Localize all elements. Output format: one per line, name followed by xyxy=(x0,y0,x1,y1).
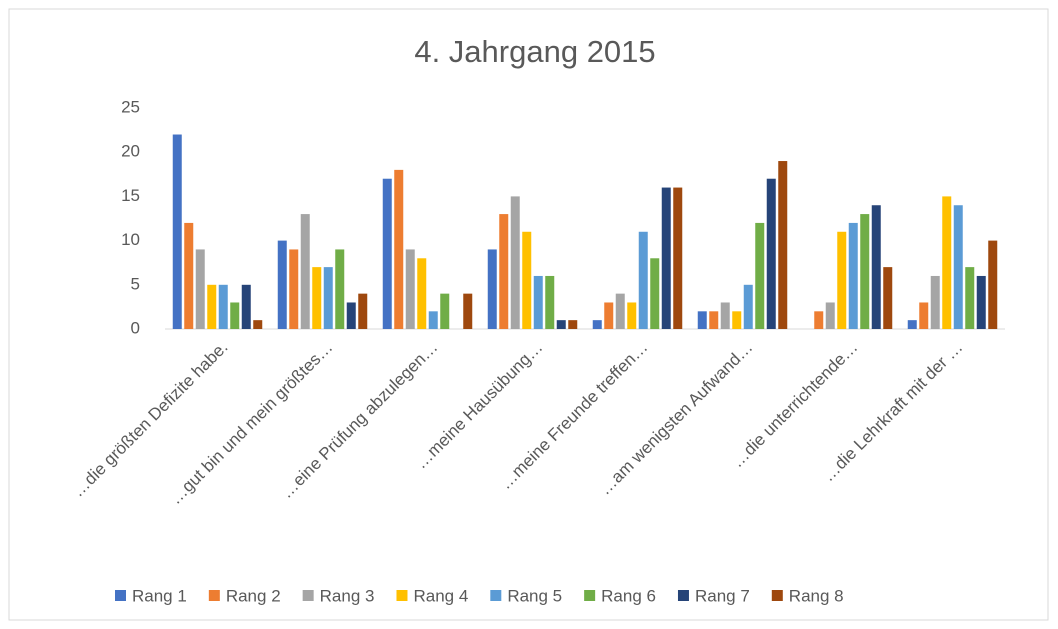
bar xyxy=(241,284,251,329)
bar xyxy=(533,275,543,329)
bar xyxy=(312,267,322,329)
legend-swatch xyxy=(771,590,783,601)
legend-label: Rang 4 xyxy=(413,586,468,605)
y-tick-label: 10 xyxy=(121,230,140,249)
bar xyxy=(953,205,963,329)
bar xyxy=(837,231,847,329)
bar xyxy=(417,258,427,329)
bar xyxy=(860,214,870,329)
bar xyxy=(289,249,299,329)
bar xyxy=(743,284,753,329)
legend-label: Rang 1 xyxy=(132,586,187,605)
bar xyxy=(522,231,532,329)
bar xyxy=(300,214,310,329)
bar xyxy=(440,293,450,329)
bar xyxy=(428,311,438,329)
legend-label: Rang 5 xyxy=(507,586,562,605)
legend-label: Rang 2 xyxy=(226,586,281,605)
bar xyxy=(778,161,788,329)
legend-swatch xyxy=(584,590,596,601)
y-tick-label: 25 xyxy=(121,97,140,116)
bar xyxy=(335,249,345,329)
bar xyxy=(673,187,683,329)
bar xyxy=(848,222,858,329)
legend-label: Rang 6 xyxy=(601,586,656,605)
bar xyxy=(755,222,765,329)
y-tick-label: 0 xyxy=(131,318,140,337)
bar xyxy=(615,293,625,329)
bar xyxy=(930,275,940,329)
legend-swatch xyxy=(490,590,502,601)
bar xyxy=(405,249,415,329)
bar xyxy=(172,134,182,329)
bar xyxy=(207,284,217,329)
bar xyxy=(184,222,194,329)
legend-swatch xyxy=(677,590,689,601)
bar xyxy=(976,275,986,329)
legend-swatch xyxy=(396,590,408,601)
bar xyxy=(382,178,392,329)
bar xyxy=(556,320,566,329)
bar xyxy=(638,231,648,329)
bar xyxy=(907,320,917,329)
bar xyxy=(230,302,240,329)
y-tick-label: 20 xyxy=(121,142,140,161)
legend-swatch xyxy=(302,590,314,601)
y-tick-label: 15 xyxy=(121,186,140,205)
legend-swatch xyxy=(208,590,220,601)
bar xyxy=(394,169,404,329)
bar xyxy=(814,311,824,329)
bar xyxy=(277,240,287,329)
bar xyxy=(463,293,473,329)
bar xyxy=(487,249,497,329)
bar xyxy=(988,240,998,329)
legend-label: Rang 8 xyxy=(789,586,844,605)
legend-swatch xyxy=(115,590,126,601)
bar xyxy=(499,214,509,329)
bar xyxy=(592,320,602,329)
bar xyxy=(627,302,637,329)
bar xyxy=(358,293,368,329)
bar xyxy=(346,302,356,329)
bar xyxy=(825,302,835,329)
bar xyxy=(650,258,660,329)
bar xyxy=(195,249,205,329)
y-tick-label: 5 xyxy=(131,274,140,293)
bar xyxy=(965,267,975,329)
bar xyxy=(604,302,614,329)
bar xyxy=(871,205,881,329)
bar xyxy=(720,302,730,329)
bar xyxy=(766,178,776,329)
bar xyxy=(545,275,555,329)
bar xyxy=(709,311,719,329)
bar xyxy=(568,320,578,329)
legend-label: Rang 3 xyxy=(320,586,375,605)
bar xyxy=(697,311,707,329)
bar xyxy=(919,302,929,329)
bar xyxy=(323,267,333,329)
bar xyxy=(883,267,893,329)
bar xyxy=(942,196,952,329)
chart-title: 4. Jahrgang 2015 xyxy=(414,34,655,69)
bar xyxy=(732,311,742,329)
bar xyxy=(253,320,263,329)
bar xyxy=(218,284,228,329)
bar xyxy=(510,196,520,329)
legend-label: Rang 7 xyxy=(695,586,750,605)
bar xyxy=(661,187,671,329)
